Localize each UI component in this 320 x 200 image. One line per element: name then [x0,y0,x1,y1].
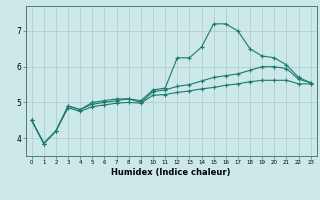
X-axis label: Humidex (Indice chaleur): Humidex (Indice chaleur) [111,168,231,177]
